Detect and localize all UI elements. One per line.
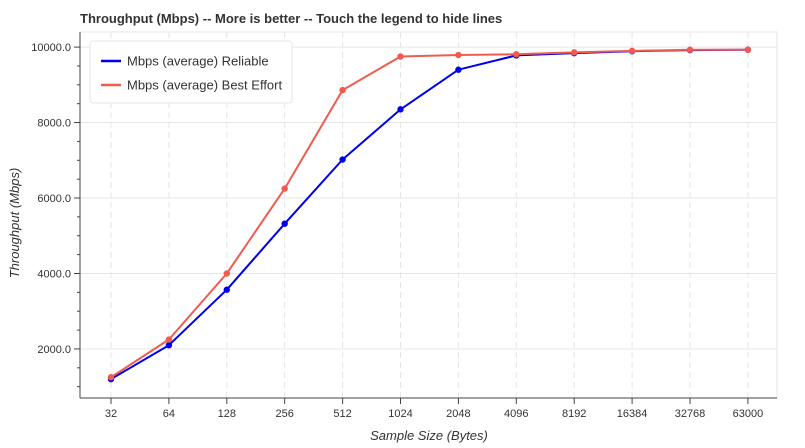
x-tick-label: 1024 [388, 408, 412, 420]
x-tick-label: 63000 [733, 408, 764, 420]
x-tick-label: 4096 [504, 408, 528, 420]
data-point [281, 185, 288, 192]
x-tick-label: 512 [333, 408, 351, 420]
y-tick-label: 2000.0 [37, 344, 71, 356]
data-point [223, 286, 230, 293]
data-point [107, 374, 115, 381]
x-tick-label: 32768 [675, 408, 706, 420]
x-tick-label: 256 [276, 408, 294, 420]
legend-item-best-effort[interactable]: Mbps (average) Best Effort [101, 78, 282, 93]
series-lines [107, 46, 752, 383]
data-point [455, 66, 462, 73]
y-tick-label: 6000.0 [37, 193, 71, 205]
x-tick-label: 64 [163, 408, 175, 420]
data-point [165, 341, 173, 349]
x-tick-label: 16384 [617, 408, 648, 420]
y-tick-label: 4000.0 [37, 268, 71, 280]
series-line [110, 48, 748, 379]
legend-label: Mbps (average) Reliable [127, 54, 269, 69]
data-point [223, 270, 230, 277]
x-tick-label: 2048 [446, 408, 470, 420]
x-axis-label: Sample Size (Bytes) [370, 428, 488, 443]
series-best-effort [107, 46, 752, 381]
x-tick-label: 8192 [562, 408, 586, 420]
data-point [513, 51, 520, 58]
data-point [397, 106, 404, 113]
legend-box [89, 40, 293, 104]
data-point [281, 220, 288, 227]
data-point [686, 46, 694, 53]
data-point [397, 53, 404, 60]
data-point [339, 86, 346, 94]
data-point [744, 46, 752, 53]
y-tick-label: 10000.0 [31, 42, 71, 54]
x-tick-label: 128 [218, 408, 236, 420]
chart-title: Throughput (Mbps) -- More is better -- T… [80, 11, 502, 26]
data-point [571, 49, 578, 56]
data-point [339, 156, 346, 163]
legend-label: Mbps (average) Best Effort [127, 78, 282, 93]
y-axis-label: Throughput (Mbps) [7, 168, 22, 279]
x-tick-label: 32 [105, 408, 117, 420]
axes: 2000.0 4000.0 6000.0 8000.0 10000.0 32 64 128 25… [31, 32, 777, 420]
data-point [165, 336, 173, 343]
data-point [455, 51, 462, 59]
y-tick-label: 8000.0 [37, 118, 71, 130]
data-point [628, 47, 636, 55]
legend-item-reliable[interactable]: Mbps (average) Reliable [101, 54, 269, 69]
legend[interactable]: Mbps (average) Reliable Mbps (average) Be… [89, 40, 293, 104]
